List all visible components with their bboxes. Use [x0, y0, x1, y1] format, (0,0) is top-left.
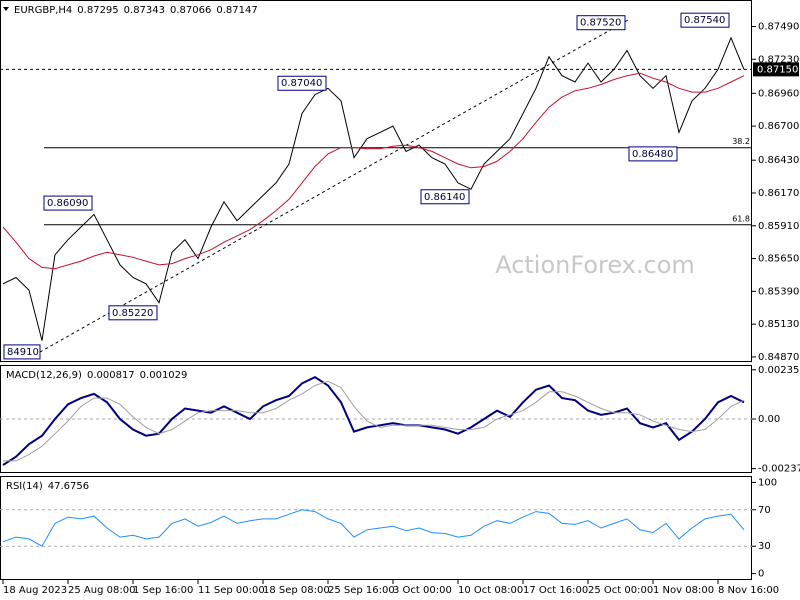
series-line: [2, 72, 745, 270]
y-tick-label: -0.002371: [758, 464, 800, 475]
y-tick-label: 0.86170: [758, 188, 799, 199]
annotation-box: [108, 305, 158, 321]
x-tick-label: 3 Oct 00:00: [393, 585, 452, 596]
annotation-label: 0.85220: [112, 308, 153, 319]
panel-title: RSI(14) 47.6756: [6, 481, 89, 492]
header-value: 47.6756: [48, 481, 89, 492]
panel-frame: [0, 0, 752, 362]
y-tick-label: 0.87230: [758, 54, 799, 65]
annotation-box: [277, 75, 327, 91]
annotation-label: 0.86090: [47, 198, 88, 209]
annotation-box: [576, 15, 626, 31]
header-value: 0.000817: [87, 370, 135, 381]
annotation-box: [680, 12, 730, 28]
annotation-box: [420, 189, 470, 205]
panel-title: EURGBP,H4 0.87295 0.87343 0.87066 0.87147: [14, 5, 258, 16]
series-line: [2, 509, 745, 547]
header-value: 0.001029: [140, 370, 188, 381]
menu-triangle: [3, 7, 9, 11]
x-tick-label: 18 Aug 2023: [3, 585, 67, 596]
y-tick-label: 0.85390: [758, 286, 799, 297]
y-tick-label: 30: [758, 541, 771, 552]
x-tick-label: 1 Sep 16:00: [133, 585, 193, 596]
title: EURGBP,H4: [14, 5, 72, 16]
y-tick-label: 0.002352: [758, 365, 800, 376]
x-tick-label: 8 Nov 16:00: [718, 585, 779, 596]
x-tick-label: 11 Sep 00:00: [198, 585, 265, 596]
watermark: ActionForex.com: [495, 251, 695, 279]
header-value: 0.87343: [124, 5, 165, 16]
y-tick-label: 0.87490: [758, 21, 799, 32]
x-tick-label: 10 Oct 08:00: [458, 585, 523, 596]
x-tick-label: 17 Oct 16:00: [523, 585, 588, 596]
panel-title: MACD(12,26,9) 0.000817 0.001029: [6, 370, 187, 381]
header-value: 0.87066: [170, 5, 211, 16]
annotation-label: 0.87040: [281, 78, 322, 89]
annotation-label: 84910: [7, 347, 39, 358]
y-tick-label: 0.00: [758, 414, 780, 425]
x-tick-label: 25 Sep 16:00: [328, 585, 395, 596]
annotation-box: [628, 146, 678, 162]
title: MACD(12,26,9): [6, 370, 82, 381]
x-tick-label: 25 Oct 00:00: [588, 585, 653, 596]
price-box: [753, 62, 799, 77]
series-line: [2, 375, 745, 466]
x-tick-label: 18 Sep 08:00: [263, 585, 330, 596]
x-tick-label: 1 Nov 08:00: [653, 585, 714, 596]
panel-frame: [0, 476, 752, 580]
y-tick-label: 0.86700: [758, 121, 799, 132]
annotation-label: 0.86140: [424, 192, 465, 203]
series-line: [2, 36, 745, 341]
y-tick-label: 100: [758, 477, 777, 488]
y-tick-label: 0.85650: [758, 254, 799, 265]
y-tick-label: 0.86430: [758, 155, 799, 166]
series-line: [3, 380, 745, 462]
fib-label: 61.8: [732, 214, 750, 223]
trend-line: [39, 19, 629, 353]
annotation-box: [43, 195, 93, 211]
y-tick-label: 0.86960: [758, 88, 799, 99]
header-value: 0.87147: [216, 5, 257, 16]
y-tick-label: 0.85910: [758, 221, 799, 232]
y-tick-label: 0.84870: [758, 352, 799, 363]
title: RSI(14): [6, 481, 43, 492]
annotation-box: [3, 344, 41, 360]
y-tick-label: 0: [758, 569, 764, 580]
fib-label: 38.2: [732, 137, 750, 146]
price-label: 0.87150: [757, 64, 798, 75]
y-tick-label: 70: [758, 505, 771, 516]
annotation-label: 0.86480: [632, 149, 673, 160]
y-tick-label: 0.85130: [758, 319, 799, 330]
annotation-label: 0.87540: [684, 15, 725, 26]
annotation-label: 0.87520: [580, 18, 621, 29]
header-value: 0.87295: [77, 5, 118, 16]
x-tick-label: 25 Aug 08:00: [68, 585, 135, 596]
